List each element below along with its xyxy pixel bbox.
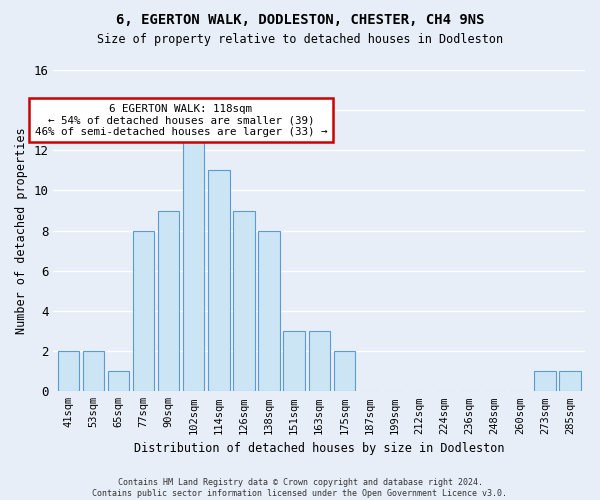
- Y-axis label: Number of detached properties: Number of detached properties: [15, 128, 28, 334]
- Bar: [158, 210, 179, 392]
- Text: 6, EGERTON WALK, DODLESTON, CHESTER, CH4 9NS: 6, EGERTON WALK, DODLESTON, CHESTER, CH4…: [116, 12, 484, 26]
- Text: Contains HM Land Registry data © Crown copyright and database right 2024.
Contai: Contains HM Land Registry data © Crown c…: [92, 478, 508, 498]
- Bar: [183, 130, 205, 392]
- Text: Size of property relative to detached houses in Dodleston: Size of property relative to detached ho…: [97, 32, 503, 46]
- Text: 6 EGERTON WALK: 118sqm
← 54% of detached houses are smaller (39)
46% of semi-det: 6 EGERTON WALK: 118sqm ← 54% of detached…: [35, 104, 327, 137]
- Bar: [559, 371, 581, 392]
- Bar: [208, 170, 230, 392]
- Bar: [233, 210, 254, 392]
- Bar: [534, 371, 556, 392]
- Bar: [108, 371, 129, 392]
- Bar: [334, 351, 355, 392]
- Bar: [83, 351, 104, 392]
- X-axis label: Distribution of detached houses by size in Dodleston: Distribution of detached houses by size …: [134, 442, 505, 455]
- Bar: [133, 230, 154, 392]
- Bar: [283, 331, 305, 392]
- Bar: [259, 230, 280, 392]
- Bar: [308, 331, 330, 392]
- Bar: [58, 351, 79, 392]
